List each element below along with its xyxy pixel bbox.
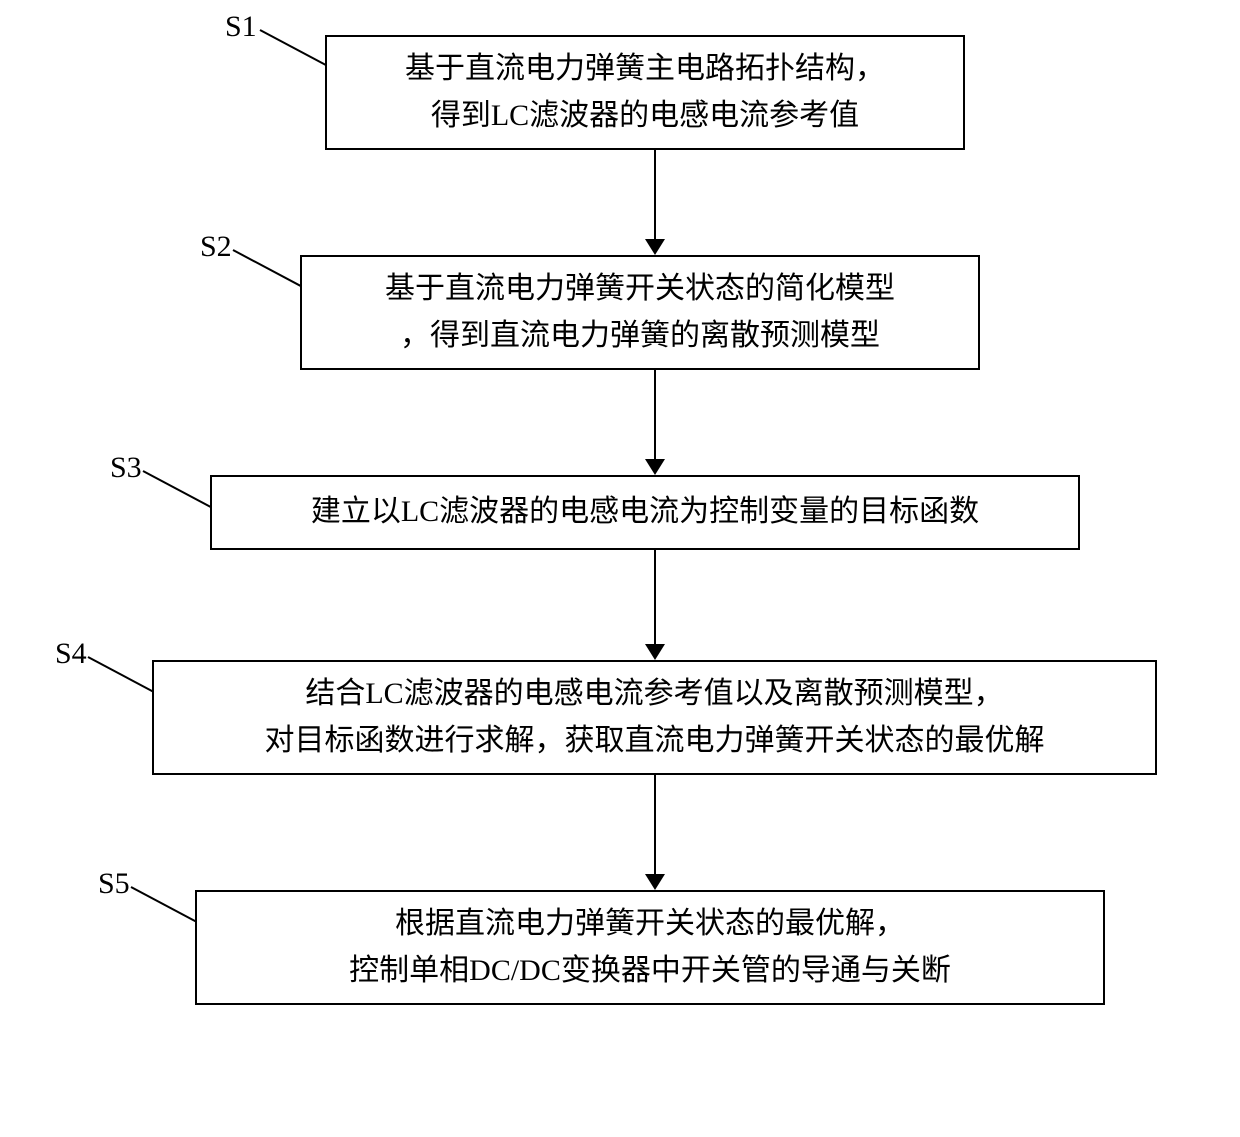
step-text-s1-line2: 得到LC滤波器的电感电流参考值: [431, 93, 859, 140]
arrow-line: [654, 550, 656, 644]
arrow-line: [654, 775, 656, 874]
arrow-head-icon: [645, 644, 665, 660]
arrow-s3-s4: [645, 550, 665, 660]
step-box-s2: 基于直流电力弹簧开关状态的简化模型 ，得到直流电力弹簧的离散预测模型: [300, 255, 980, 370]
arrow-head-icon: [645, 874, 665, 890]
step-text-s4-line1: 结合LC滤波器的电感电流参考值以及离散预测模型，: [305, 671, 1003, 718]
arrow-s2-s3: [645, 370, 665, 475]
arrow-s1-s2: [645, 150, 665, 255]
step-label-s4: S4: [55, 637, 87, 671]
step-label-s5: S5: [98, 867, 130, 901]
step-text-s4-line2: 对目标函数进行求解，获取直流电力弹簧开关状态的最优解: [265, 718, 1045, 765]
step-box-s5: 根据直流电力弹簧开关状态的最优解， 控制单相DC/DC变换器中开关管的导通与关断: [195, 890, 1105, 1005]
arrow-line: [654, 150, 656, 239]
step-text-s5-line2: 控制单相DC/DC变换器中开关管的导通与关断: [349, 948, 951, 995]
step-text-s2-line2: ，得到直流电力弹簧的离散预测模型: [400, 313, 880, 360]
step-label-s2: S2: [200, 230, 232, 264]
step-text-s1-line1: 基于直流电力弹簧主电路拓扑结构，: [405, 46, 885, 93]
arrow-s4-s5: [645, 775, 665, 890]
step-label-s3: S3: [110, 451, 142, 485]
arrow-line: [654, 370, 656, 459]
step-text-s2-line1: 基于直流电力弹簧开关状态的简化模型: [385, 266, 895, 313]
step-text-s5-line1: 根据直流电力弹簧开关状态的最优解，: [395, 901, 905, 948]
arrow-head-icon: [645, 459, 665, 475]
step-text-s3-line1: 建立以LC滤波器的电感电流为控制变量的目标函数: [311, 489, 979, 536]
step-box-s4: 结合LC滤波器的电感电流参考值以及离散预测模型， 对目标函数进行求解，获取直流电…: [152, 660, 1157, 775]
step-label-s1: S1: [225, 10, 257, 44]
step-box-s1: 基于直流电力弹簧主电路拓扑结构， 得到LC滤波器的电感电流参考值: [325, 35, 965, 150]
arrow-head-icon: [645, 239, 665, 255]
step-box-s3: 建立以LC滤波器的电感电流为控制变量的目标函数: [210, 475, 1080, 550]
